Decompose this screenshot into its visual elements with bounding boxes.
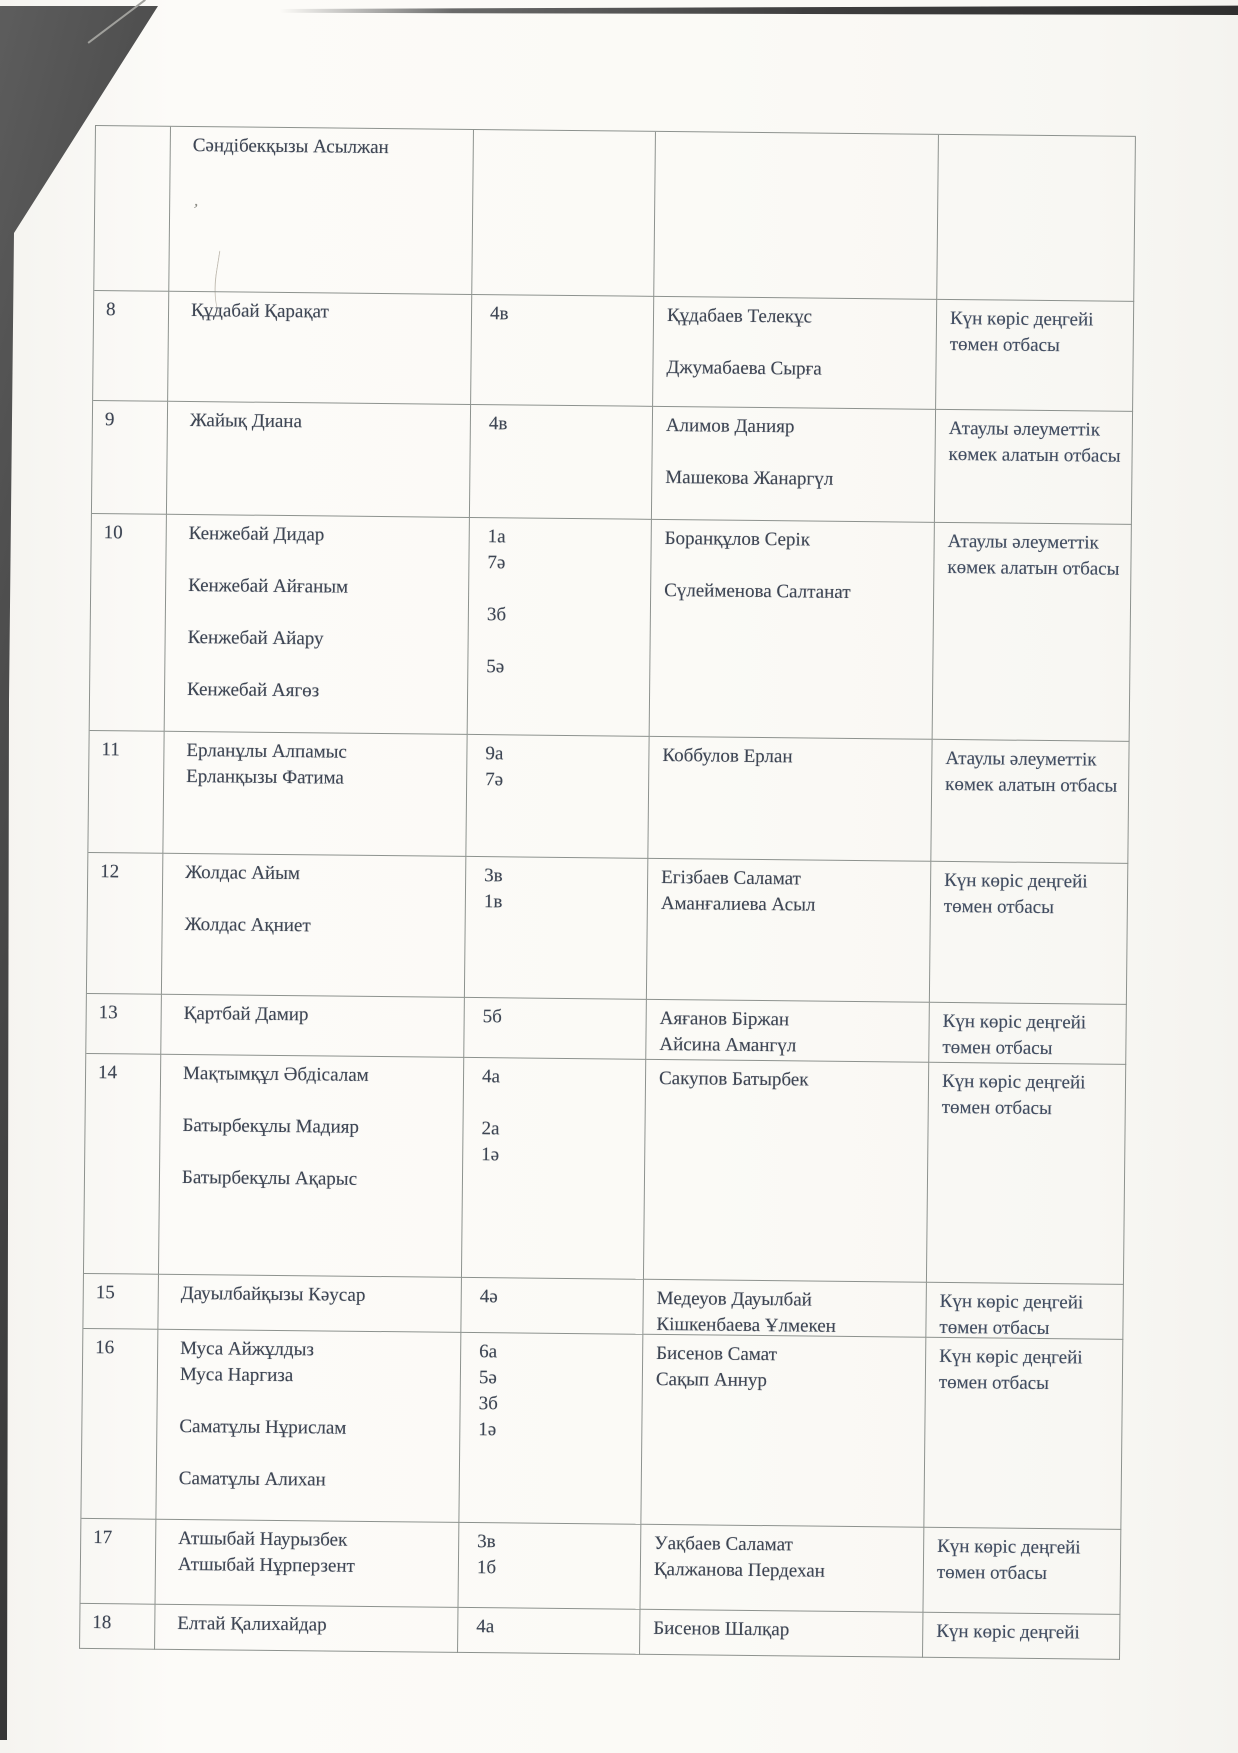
parent-names: Егізбаев Саламат Аманғалиева Асыл — [646, 858, 932, 1003]
table-row: 13 Қартбай Дамир 5б Аяғанов Біржан Айсин… — [86, 993, 1127, 1065]
table-row: 9 Жайық Диана 4в Алимов Данияр Машекова … — [91, 400, 1134, 525]
student-names: Муса Айжұлдыз Муса Наргиза Саматұлы Нұри… — [156, 1329, 462, 1523]
row-number: 10 — [89, 513, 167, 732]
class-labels: 6а 5ә 3б 1ә — [459, 1332, 644, 1525]
parent-names: Бисенов Самат Сақып Аннур — [641, 1334, 927, 1528]
students-table: Сәндібекқызы Асылжан 8 Құдабай Қарақат 4… — [79, 125, 1136, 1660]
parent-names — [654, 131, 939, 300]
table-row: Сәндібекқызы Асылжан — [94, 126, 1136, 302]
family-status: Күн көріс деңгейі төмен отбасы — [929, 1002, 1127, 1065]
student-names: Мақтымқұл Әбдісалам Батырбекұлы Мадияр Б… — [158, 1054, 465, 1278]
class-labels: 5б — [464, 997, 647, 1060]
row-number: 11 — [88, 730, 165, 854]
family-status: Күн көріс деңгейі — [922, 1612, 1121, 1660]
student-names: Дауылбайқызы Кәусар — [158, 1274, 462, 1333]
parent-names: Коббулов Ерлан — [648, 736, 933, 862]
table-row: 11 Ерланұлы Алпамыс Ерланқызы Фатима 9а … — [88, 730, 1130, 864]
parent-names: Алимов Данияр Машекова Жанаргүл — [651, 406, 937, 523]
family-status: Күн көріс деңгейі төмен отбасы — [924, 1337, 1124, 1530]
row-number: 16 — [81, 1328, 159, 1520]
parent-names: Боранқұлов Серік Сүлейменова Салтанат — [649, 519, 935, 740]
row-number: 8 — [93, 291, 170, 402]
family-status: Атаулы әлеуметтік көмек алатын отбасы — [932, 522, 1132, 742]
class-labels: 9а 7ә — [466, 734, 650, 859]
table-row: 14 Мақтымқұл Әбдісалам Батырбекұлы Мадия… — [83, 1053, 1127, 1285]
family-status: Күн көріс деңгейі төмен отбасы — [926, 1062, 1127, 1285]
row-number: 14 — [83, 1053, 162, 1275]
table-row: 8 Құдабай Қарақат 4в Құдабаев Телекұс Дж… — [93, 291, 1135, 412]
family-status: Атаулы әлеуметтік көмек алатын отбасы — [931, 739, 1130, 864]
table-row: 18 Елтай Қалихайдар 4а Бисенов Шалқар Кү… — [80, 1603, 1121, 1660]
table-row: 10 Кенжебай Дидар Кенжебай Айғаным Кенже… — [89, 513, 1132, 742]
row-number: 13 — [86, 993, 162, 1055]
class-labels — [472, 129, 656, 297]
student-names: Кенжебай Дидар Кенжебай Айғаным Кенжебай… — [164, 514, 470, 735]
parent-names: Уақбаев Саламат Қалжанова Пердехан — [640, 1524, 925, 1613]
parent-names: Бисенов Шалқар — [640, 1609, 924, 1658]
row-number: 17 — [80, 1518, 157, 1605]
class-labels: 1а 7ә 3б 5ә — [467, 517, 652, 737]
family-status: Күн көріс деңгейі төмен отбасы — [923, 1527, 1122, 1615]
family-status: Атаулы әлеуметтік көмек алатын отбасы — [934, 409, 1134, 525]
table-row: 12 Жолдас Айым Жолдас Ақниет 3в 1в Егізб… — [86, 852, 1129, 1005]
student-names: Жайық Диана — [166, 401, 472, 518]
class-labels: 4в — [471, 294, 655, 407]
family-status — [937, 134, 1136, 302]
class-labels: 4а 2а 1ә — [461, 1057, 647, 1280]
row-number — [94, 126, 171, 292]
family-status: Күн көріс деңгейі төмен отбасы — [926, 1282, 1124, 1340]
row-number: 15 — [83, 1273, 159, 1330]
family-status: Күн көріс деңгейі төмен отбасы — [929, 861, 1129, 1005]
parent-names: Медеуов Дауылбай Кішкенбаева Ұлмекен — [643, 1279, 927, 1338]
parent-names: Сакупов Батырбек — [643, 1059, 930, 1283]
student-names: Сәндібекқызы Асылжан — [169, 126, 474, 295]
table-row: 17 Атшыбай Наурызбек Атшыбай Нұрперзент … — [80, 1518, 1122, 1615]
student-names: Құдабай Қарақат — [168, 291, 473, 405]
family-status: Күн көріс деңгейі төмен отбасы — [936, 299, 1135, 412]
student-names: Қартбай Дамир — [161, 994, 465, 1058]
table-row: 16 Муса Айжұлдыз Муса Наргиза Саматұлы Н… — [81, 1328, 1124, 1530]
class-labels: 4ә — [461, 1277, 644, 1335]
row-number: 18 — [80, 1603, 156, 1650]
scan-edge-artifact — [280, 5, 1238, 15]
row-number: 9 — [91, 400, 169, 515]
class-labels: 4в — [469, 404, 654, 520]
student-names: Елтай Қалихайдар — [155, 1604, 459, 1653]
parent-names: Құдабаев Телекұс Джумабаева Сырға — [653, 296, 938, 410]
class-labels: 4а — [458, 1607, 641, 1655]
parent-names: Аяғанов Біржан Айсина Амангүл — [646, 999, 930, 1063]
student-names: Ерланұлы Алпамыс Ерланқызы Фатима — [163, 731, 468, 857]
row-number: 12 — [86, 852, 164, 995]
class-labels: 3в 1в — [464, 856, 649, 1000]
class-labels: 3в 1б — [458, 1522, 642, 1610]
student-names: Атшыбай Наурызбек Атшыбай Нұрперзент — [155, 1519, 460, 1608]
student-names: Жолдас Айым Жолдас Ақниет — [161, 853, 467, 998]
